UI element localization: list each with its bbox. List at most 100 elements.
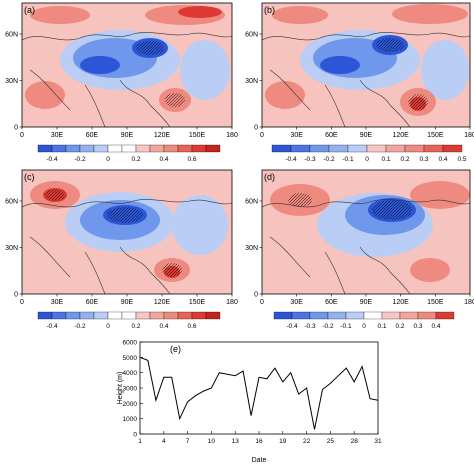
y-tick-label: 4000 xyxy=(123,370,138,377)
colorbar-tick-label: 0 xyxy=(106,323,110,330)
x-axis-label: Date xyxy=(252,457,267,464)
anomaly-region xyxy=(80,56,120,74)
lon-tick-label: 0 xyxy=(260,299,264,306)
lon-tick-label: 30E xyxy=(290,132,303,139)
y-tick-label: 0 xyxy=(133,432,137,439)
hatched-region xyxy=(408,94,428,110)
lat-tick-label: 0 xyxy=(254,125,258,132)
x-tick-label: 4 xyxy=(162,438,166,445)
colorbar-tick-label: -0.3 xyxy=(304,156,316,163)
lon-tick-label: 90E xyxy=(360,299,373,306)
x-tick-label: 28 xyxy=(351,438,359,445)
lon-tick-label: 150E xyxy=(189,132,206,139)
series-line xyxy=(139,356,379,430)
anomaly-region xyxy=(25,81,65,109)
anomaly-region xyxy=(410,258,450,282)
hatched-region xyxy=(162,263,182,277)
lon-tick-label: 0 xyxy=(20,132,24,139)
colorbar-tick-label: 0.4 xyxy=(159,156,168,163)
hatched-region xyxy=(372,200,412,220)
panel-label-b: (b) xyxy=(264,5,275,15)
panel-label-e: (e) xyxy=(170,344,181,354)
colorbar-tick-label: -0.2 xyxy=(323,156,335,163)
x-tick-label: 19 xyxy=(279,438,287,445)
colorbar-tick-label: 0.1 xyxy=(381,156,390,163)
x-tick-label: 13 xyxy=(232,438,240,445)
colorbar-tick-label: 0.6 xyxy=(187,156,196,163)
anomaly-region xyxy=(392,4,468,24)
colorbar-tick-label: -0.2 xyxy=(74,323,86,330)
colorbar-tick-label: -0.3 xyxy=(304,323,316,330)
colorbar-tick-label: 0 xyxy=(365,156,369,163)
lon-tick-label: 180 xyxy=(226,132,238,139)
colorbar-tick-label: -0.4 xyxy=(286,323,298,330)
y-axis-label: Height (m) xyxy=(117,372,124,405)
anomaly-region xyxy=(421,40,469,100)
hatched-region xyxy=(45,189,65,201)
hatched-region xyxy=(107,207,143,223)
lon-tick-label: 180 xyxy=(226,299,238,306)
lat-tick-label: 0 xyxy=(14,292,18,299)
lat-tick-label: 30N xyxy=(245,78,258,85)
lat-tick-label: 30N xyxy=(5,78,18,85)
lat-tick-label: 60N xyxy=(5,199,18,206)
map-panel-c: (c) xyxy=(21,169,233,295)
colorbar-tick-label: -0.1 xyxy=(340,323,352,330)
lat-tick-label: 60N xyxy=(5,32,18,39)
coastline xyxy=(261,199,471,295)
lon-tick-label: 60E xyxy=(325,299,338,306)
colorbar-tick-label: 0.5 xyxy=(457,156,466,163)
y-axis-ticks: 0 1000 2000 3000 4000 5000 6000 xyxy=(123,340,143,439)
lon-tick-label: 150E xyxy=(427,299,444,306)
colorbar-tick-label: -0.4 xyxy=(285,156,297,163)
lat-tick-label: 30N xyxy=(245,245,258,252)
anomaly-region xyxy=(172,195,228,255)
colorbar-tick-label: 0.2 xyxy=(131,156,140,163)
colorbar-tick-label: 0 xyxy=(362,323,366,330)
colorbar-tick-label: -0.4 xyxy=(46,323,58,330)
lat-tick-label: 60N xyxy=(245,199,258,206)
lat-tick-label: 30N xyxy=(5,245,18,252)
y-tick-label: 2000 xyxy=(123,401,138,408)
hatched-region xyxy=(376,38,404,52)
lon-tick-label: 90E xyxy=(121,132,134,139)
lon-tick-label: 180 xyxy=(464,299,474,306)
lon-tick-label: 60E xyxy=(325,132,338,139)
lat-tick-label: 0 xyxy=(14,125,18,132)
y-tick-label: 5000 xyxy=(123,355,138,362)
lon-tick-label: 90E xyxy=(360,132,373,139)
y-tick-label: 6000 xyxy=(123,340,138,347)
anomaly-region xyxy=(272,6,328,24)
lon-tick-label: 0 xyxy=(20,299,24,306)
map-axis-ticks: 0 30E 60E 90E 120E 150E 180 0 30N 60N 0 30E 60E 90E 12… xyxy=(5,32,474,307)
lon-tick-label: 150E xyxy=(427,132,444,139)
lon-tick-label: 180 xyxy=(464,132,474,139)
lon-tick-label: 120E xyxy=(154,299,171,306)
lon-tick-label: 60E xyxy=(86,299,99,306)
colorbar-c xyxy=(37,311,221,320)
colorbar-tick-label: 0.1 xyxy=(377,323,386,330)
colorbar-tick-label: -0.2 xyxy=(74,156,86,163)
colorbar-tick-label: 0.2 xyxy=(131,323,140,330)
colorbar-tick-label: 0.4 xyxy=(431,323,440,330)
hatched-region xyxy=(288,193,312,207)
lon-tick-label: 30E xyxy=(51,132,64,139)
panel-label-a: (a) xyxy=(24,5,35,15)
colorbar-tick-label: 0.4 xyxy=(438,156,447,163)
anomaly-region xyxy=(180,40,230,100)
colorbar-tick-label: 0.2 xyxy=(395,323,404,330)
lon-tick-label: 30E xyxy=(51,299,64,306)
colorbar-tick-label: 0.6 xyxy=(187,323,196,330)
anomaly-region xyxy=(30,6,90,24)
map-panel-a: (a) xyxy=(21,2,233,128)
x-tick-label: 1 xyxy=(138,438,142,445)
colorbar-tick-label: -0.4 xyxy=(46,156,58,163)
colorbar-tick-label: 0.3 xyxy=(413,323,422,330)
y-tick-label: 3000 xyxy=(123,386,138,393)
colorbar-b xyxy=(271,144,463,153)
lon-tick-label: 0 xyxy=(260,132,264,139)
hatched-region xyxy=(136,41,164,55)
x-tick-label: 10 xyxy=(208,438,216,445)
